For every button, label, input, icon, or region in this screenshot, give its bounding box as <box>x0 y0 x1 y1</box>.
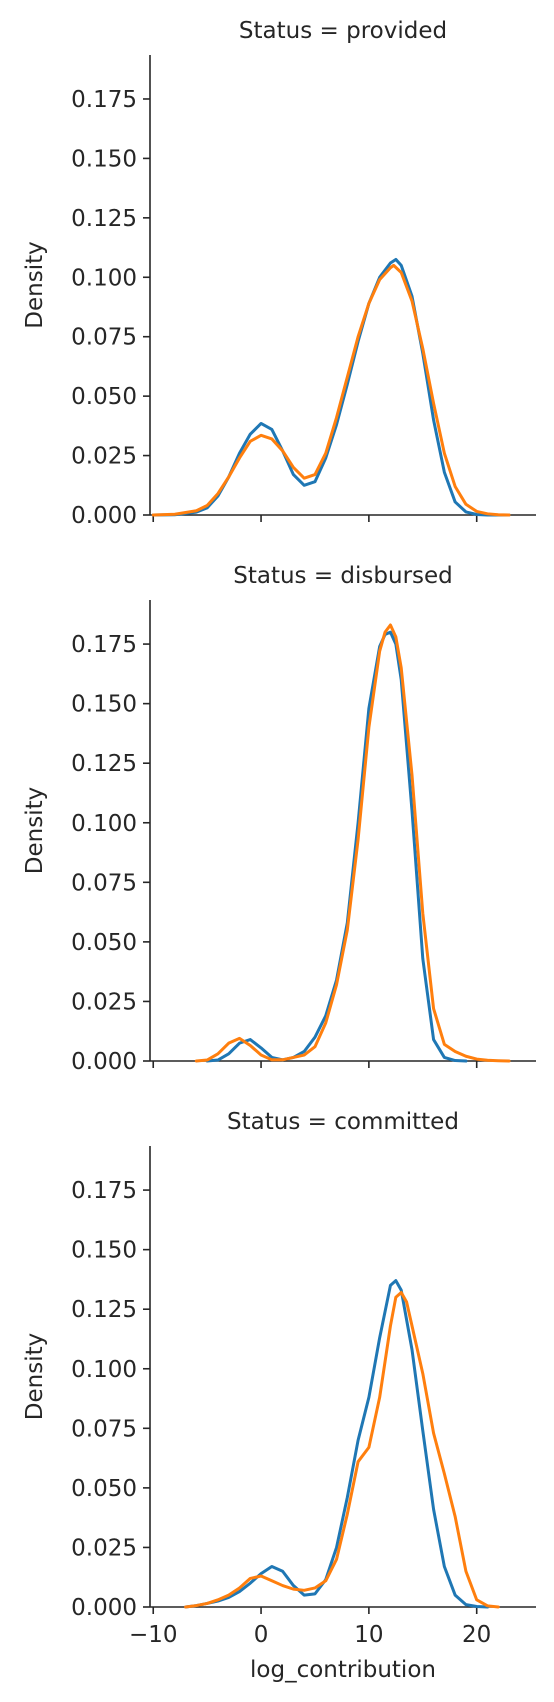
y-tick-label: 0.025 <box>71 989 137 1015</box>
y-axis-label: Density <box>22 241 48 328</box>
x-tick-label: −10 <box>129 1622 178 1648</box>
y-tick-label: 0.050 <box>71 930 137 956</box>
series-line-1 <box>194 623 511 1063</box>
y-tick-label: 0.175 <box>71 87 137 113</box>
x-tick-label: 0 <box>254 1622 269 1648</box>
series-line-1 <box>184 1291 500 1609</box>
panel-title: Status = disbursed <box>233 563 453 589</box>
y-tick-label: 0.125 <box>71 1297 137 1323</box>
y-axis-label: Density <box>22 1333 48 1420</box>
y-tick-label: 0.050 <box>71 384 137 410</box>
y-tick-label: 0.025 <box>71 1535 137 1561</box>
series-line-0 <box>184 1279 489 1609</box>
y-tick-label: 0.175 <box>71 1178 137 1204</box>
y-tick-label: 0.150 <box>71 692 137 718</box>
y-tick-label: 0.125 <box>71 206 137 232</box>
y-axis-label: Density <box>22 787 48 874</box>
y-tick-label: 0.025 <box>71 444 137 470</box>
series-line-0 <box>151 257 511 517</box>
series-line-0 <box>205 630 468 1063</box>
y-tick-label: 0.000 <box>71 1049 137 1075</box>
y-tick-label: 0.100 <box>71 811 137 837</box>
series-line-1 <box>151 263 511 517</box>
y-tick-label: 0.075 <box>71 325 137 351</box>
x-tick-label: 10 <box>354 1622 383 1648</box>
y-tick-label: 0.150 <box>71 1238 137 1264</box>
y-tick-label: 0.050 <box>71 1476 137 1502</box>
x-axis-label: log_contribution <box>250 1657 436 1683</box>
panel-title: Status = committed <box>227 1109 459 1135</box>
y-tick-label: 0.000 <box>71 503 137 529</box>
panel-title: Status = provided <box>239 18 447 44</box>
y-tick-label: 0.075 <box>71 870 137 896</box>
y-tick-label: 0.125 <box>71 751 137 777</box>
y-tick-label: 0.100 <box>71 265 137 291</box>
y-tick-label: 0.175 <box>71 632 137 658</box>
x-tick-label: 20 <box>462 1622 491 1648</box>
y-tick-label: 0.150 <box>71 146 137 172</box>
y-tick-label: 0.100 <box>71 1357 137 1383</box>
y-tick-label: 0.075 <box>71 1416 137 1442</box>
y-tick-label: 0.000 <box>71 1595 137 1621</box>
